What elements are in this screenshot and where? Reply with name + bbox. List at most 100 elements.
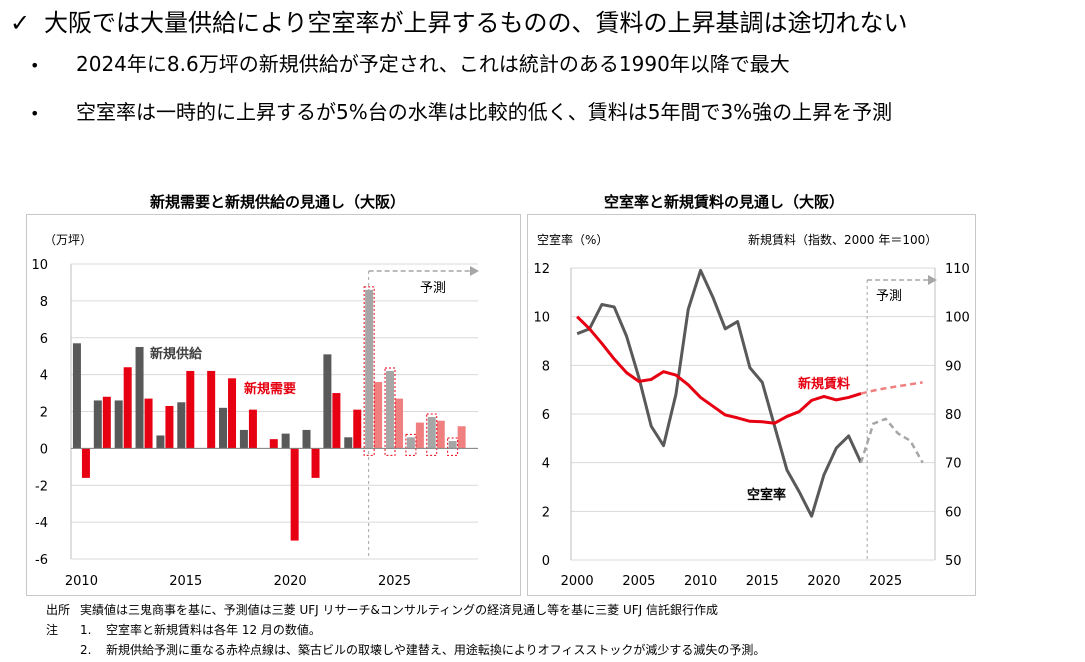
- vacancy-series-label: 空室率: [747, 487, 786, 503]
- demand-bar: [311, 448, 320, 478]
- bullet-dot-icon: •: [30, 56, 40, 75]
- y-tick-label: 4: [40, 369, 48, 384]
- x-tick-label: 2010: [684, 574, 717, 589]
- x-tick-label: 2000: [561, 574, 594, 589]
- y-tick-label: -2: [35, 479, 48, 494]
- supply-bar: [93, 400, 102, 449]
- y-right-tick-label: 50: [945, 554, 962, 569]
- demand-bar: [207, 370, 216, 449]
- demand-bar: [144, 398, 153, 449]
- x-tick-label: 2015: [169, 574, 202, 589]
- supply-bar: [448, 441, 457, 449]
- source-text: 実績値は三鬼商事を基に、予測値は三菱 UFJ リサーチ&コンサルティングの経済見…: [80, 603, 718, 617]
- forecast-label: 予測: [876, 289, 902, 304]
- vacancy-line: [576, 268, 863, 518]
- demand-bar: [248, 409, 257, 449]
- demand-bar: [395, 398, 404, 449]
- note-text-2: 新規供給予測に重なる赤枠点線は、築古ビルの取壊しや建替え、用途転換によりオフィス…: [106, 643, 766, 657]
- forecast-arrow-head: [470, 266, 479, 276]
- demand-bar: [290, 448, 299, 541]
- y-tick-label: 0: [40, 442, 48, 457]
- line-chart-frame: [527, 214, 976, 596]
- slide-heading: ✓ 大阪では大量供給により空室率が上昇するものの、賃料の上昇基調は途切れない: [10, 6, 908, 40]
- unit-label: （万坪）: [44, 233, 92, 247]
- supply-bar: [239, 429, 248, 449]
- rent-series-label: 新規賃料: [798, 376, 850, 392]
- source-label: 出所: [46, 603, 71, 617]
- supply-bar: [344, 437, 353, 449]
- y-tick-label: -4: [35, 516, 48, 531]
- rent-forecast-line: [860, 381, 923, 395]
- y-right-tick-label: 70: [945, 457, 962, 472]
- supply-bar: [406, 437, 415, 449]
- supply-bar: [365, 289, 374, 449]
- legend-supply-label: 新規供給: [150, 346, 203, 362]
- loss-estimate-frame: [447, 437, 459, 456]
- rent-line: [576, 315, 862, 425]
- supply-bar: [386, 370, 395, 449]
- bullet-text-2: 空室率は一時的に上昇するが5%台の水準は比較的低く、賃料は5年間で3%強の上昇を…: [76, 100, 893, 124]
- y-tick-label: -6: [35, 553, 48, 568]
- y-left-tick-label: 4: [542, 457, 550, 472]
- demand-bar: [165, 405, 174, 449]
- x-tick-label: 2025: [869, 574, 902, 589]
- note-number-1: 1.: [80, 623, 92, 637]
- x-tick-label: 2010: [65, 574, 98, 589]
- x-tick-label: 2015: [746, 574, 779, 589]
- supply-bar: [427, 417, 436, 449]
- bar-chart-title: 新規需要と新規供給の見通し（大阪）: [150, 193, 406, 211]
- loss-estimate-frame: [426, 413, 438, 456]
- supply-bar: [177, 402, 186, 449]
- bullet-item-2: • 空室率は一時的に上昇するが5%台の水準は比較的低く、賃料は5年間で3%強の上昇…: [30, 98, 892, 128]
- forecast-arrow-head: [928, 275, 937, 285]
- bullet-dot-icon: •: [30, 104, 40, 123]
- forecast-label: 予測: [420, 281, 446, 296]
- supply-bar: [302, 429, 311, 449]
- supply-bar: [156, 435, 165, 449]
- note-text-1: 空室率と新規賃料は各年 12 月の数値。: [106, 623, 321, 637]
- demand-bar: [102, 396, 111, 449]
- y-left-tick-label: 8: [542, 359, 550, 374]
- demand-bar: [436, 420, 445, 449]
- checkmark-icon: ✓: [10, 9, 31, 37]
- x-tick-label: 2020: [807, 574, 840, 589]
- left-axis-label: 空室率（%）: [537, 232, 608, 247]
- note-number-2: 2.: [80, 643, 92, 657]
- line-chart-title: 空室率と新規賃料の見通し（大阪）: [604, 193, 845, 211]
- supply-bar: [72, 343, 81, 449]
- demand-bar: [332, 393, 341, 449]
- x-tick-label: 2005: [622, 574, 655, 589]
- heading-text: 大阪では大量供給により空室率が上昇するものの、賃料の上昇基調は途切れない: [44, 9, 908, 37]
- demand-bar: [228, 378, 237, 449]
- demand-bar: [186, 370, 195, 449]
- loss-estimate-frame: [405, 433, 417, 456]
- y-right-tick-label: 110: [945, 262, 970, 277]
- right-axis-label: 新規賃料（指数、2000 年＝100）: [748, 232, 937, 247]
- y-left-tick-label: 2: [542, 505, 550, 520]
- demand-bar: [374, 382, 383, 449]
- y-right-tick-label: 90: [945, 359, 962, 374]
- x-tick-label: 2025: [378, 574, 411, 589]
- y-left-tick-label: 10: [533, 311, 550, 326]
- y-tick-label: 8: [40, 295, 48, 310]
- y-tick-label: 10: [31, 258, 48, 273]
- loss-estimate-frame: [384, 367, 396, 456]
- y-tick-label: 2: [40, 406, 48, 421]
- demand-bar: [353, 409, 362, 449]
- y-left-tick-label: 12: [533, 262, 550, 277]
- demand-bar: [457, 426, 466, 449]
- supply-bar: [114, 400, 123, 449]
- legend-demand-label: 新規需要: [244, 381, 296, 397]
- y-left-tick-label: 0: [542, 554, 550, 569]
- notes-label: 注: [46, 623, 59, 637]
- notes-block: 出所 実績値は三鬼商事を基に、予測値は三菱 UFJ リサーチ&コンサルティングの経…: [46, 600, 765, 660]
- supply-bar: [323, 354, 332, 449]
- supply-bar: [281, 433, 290, 449]
- demand-bar: [81, 448, 90, 478]
- supply-bar: [135, 346, 144, 449]
- y-left-tick-label: 6: [542, 408, 550, 423]
- demand-bar: [269, 439, 278, 449]
- y-right-tick-label: 100: [945, 311, 970, 326]
- supply-bar: [219, 407, 228, 449]
